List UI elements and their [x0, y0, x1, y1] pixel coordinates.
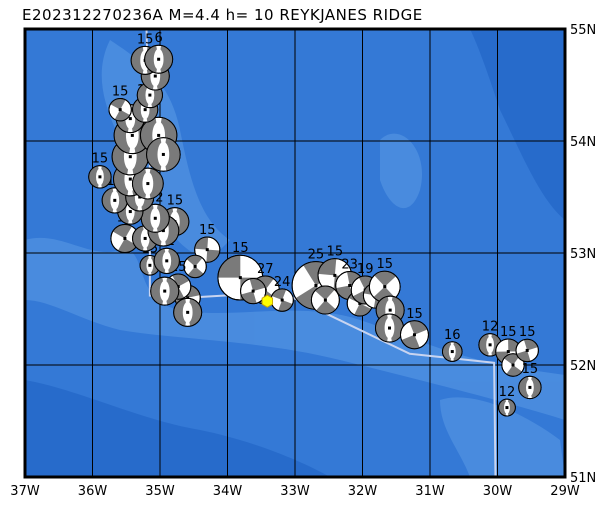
depth-label: 15 [377, 257, 394, 272]
lat-tick-label: 53N [570, 247, 596, 262]
map-frame [23, 27, 567, 479]
bathymetry-deep [25, 29, 565, 477]
depth-label: 6 [155, 31, 163, 46]
focal-mechanism-beachball[interactable] [108, 97, 132, 122]
focal-mechanism-beachball[interactable] [88, 165, 112, 189]
focal-mechanism-beachball[interactable] [270, 288, 294, 312]
focal-mechanism-beachball[interactable] [375, 313, 404, 343]
focal-mechanism-beachball[interactable] [101, 187, 128, 214]
depth-label: 15 [112, 84, 129, 99]
focal-mechanism-beachball[interactable] [146, 137, 181, 172]
focal-mechanism-beachball[interactable] [173, 297, 203, 327]
lon-tick-label: 32W [348, 484, 378, 499]
lon-tick-label: 36W [78, 484, 108, 499]
map-title: E202312270236A M=4.4 h= 10 REYKJANES RID… [22, 6, 423, 24]
lon-tick-label: 34W [213, 484, 243, 499]
depth-label: 19 [357, 262, 374, 277]
lat-tick-label: 55N [570, 23, 596, 38]
focal-mechanism-beachball[interactable] [144, 44, 174, 74]
depth-label: 25 [308, 248, 325, 263]
focal-mechanism-beachball[interactable] [194, 236, 221, 263]
focal-mechanism-beachball[interactable] [310, 285, 340, 315]
lat-tick-label: 54N [570, 135, 596, 150]
lon-tick-label: 33W [280, 484, 310, 499]
depth-label: 15 [92, 152, 109, 167]
focal-mechanism-beachball[interactable] [183, 254, 207, 279]
depth-label: 15 [137, 32, 154, 47]
depth-label: 15 [199, 223, 216, 238]
focal-mechanism-beachball[interactable] [515, 338, 539, 363]
focal-mechanism-beachball[interactable] [518, 375, 542, 400]
depth-label: 15 [519, 325, 536, 340]
depth-label: 27 [257, 262, 274, 277]
depth-label: 24 [274, 275, 291, 290]
focal-mechanism-beachball[interactable] [501, 353, 525, 377]
lon-tick-label: 29W [550, 484, 580, 499]
focal-mechanism-beachball[interactable] [441, 341, 463, 362]
lat-tick-label: 52N [570, 359, 596, 374]
depth-label: 12 [499, 385, 516, 400]
focal-mechanism-beachball[interactable] [240, 277, 267, 305]
focal-mechanism-beachball[interactable] [150, 276, 180, 306]
depth-label: 15 [327, 245, 344, 260]
focal-mechanism-beachball[interactable] [153, 247, 180, 274]
lon-tick-label: 30W [483, 484, 513, 499]
lon-tick-label: 37W [10, 484, 40, 499]
depth-label: 16 [444, 328, 461, 343]
event-marker-hexagon[interactable] [261, 294, 274, 308]
focal-mechanism-beachball[interactable] [131, 167, 164, 200]
depth-label: 15 [522, 362, 539, 377]
lon-tick-label: 31W [415, 484, 445, 499]
focal-mechanism-beachball[interactable] [399, 320, 429, 350]
depth-label: 15 [232, 241, 249, 256]
depth-label: 12 [482, 320, 499, 335]
depth-label: 23 [341, 257, 358, 272]
lat-tick-label: 51N [570, 471, 596, 486]
depth-label: 15 [406, 307, 423, 322]
depth-label: 15 [500, 325, 517, 340]
lon-tick-label: 35W [145, 484, 175, 499]
focal-mechanism-beachball[interactable] [498, 398, 516, 417]
depth-label: 15 [167, 194, 184, 209]
